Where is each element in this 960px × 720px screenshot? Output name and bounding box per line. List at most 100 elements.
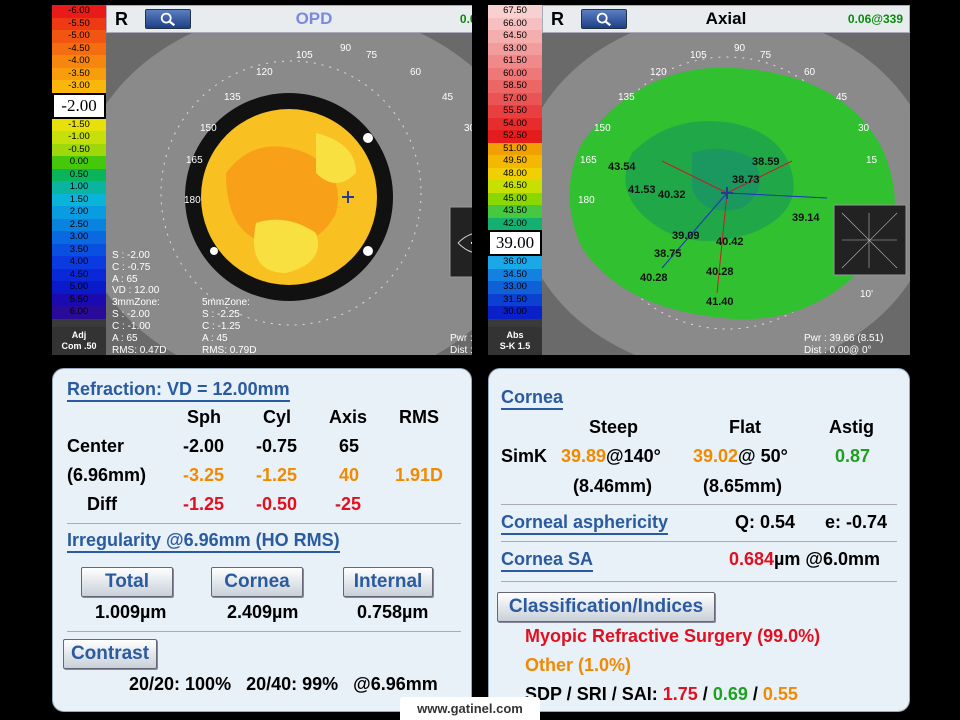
axis-label: 90 bbox=[734, 43, 746, 54]
scale-cell: 54.00 bbox=[488, 117, 542, 130]
map-value: 43.54 bbox=[608, 161, 636, 173]
scale-cell: -2.00 bbox=[52, 92, 106, 119]
magnifier-button[interactable] bbox=[581, 9, 627, 29]
axis-label: 45 bbox=[836, 92, 848, 103]
divider bbox=[501, 504, 897, 505]
internal-button[interactable]: Internal bbox=[343, 567, 433, 597]
e-value: e: -0.74 bbox=[825, 512, 888, 532]
opd-map[interactable]: 901051201351501651807560453015S : -2.00C… bbox=[106, 33, 472, 355]
scale-cell: 3.50 bbox=[52, 243, 106, 256]
internal-value: 0.758µm bbox=[357, 602, 429, 622]
zone5-line: S : -2.25 bbox=[202, 309, 240, 320]
footer-link[interactable]: www.gatinel.com bbox=[400, 697, 540, 720]
scale-cell: -5.50 bbox=[52, 17, 106, 30]
map-value: 40.28 bbox=[706, 266, 734, 278]
axial-map-graphic: 90 105 120 135 150 165 180 75 60 45 30 15 10' Pwr : 3… bbox=[542, 33, 910, 355]
zone3-line: A : 65 bbox=[112, 333, 138, 344]
zone5-line: 5mmZone: bbox=[202, 297, 250, 308]
pwr-readout: Pwr : -1.95 bbox=[450, 333, 472, 344]
scale-cell: 58.50 bbox=[488, 80, 542, 93]
pwr-readout: Pwr : 39.66 (8.51) bbox=[804, 333, 883, 344]
inset-label: 10' bbox=[860, 289, 873, 300]
scale-cell: 33.00 bbox=[488, 281, 542, 294]
indices-label: SDP / SRI / SAI: bbox=[525, 684, 658, 704]
axis-label: 75 bbox=[366, 50, 378, 61]
col-flat: Flat bbox=[729, 417, 762, 437]
contrast-button[interactable]: Contrast bbox=[63, 639, 157, 669]
sa-value: 0.684 bbox=[729, 549, 775, 569]
zone3-line: 3mmZone: bbox=[112, 297, 160, 308]
eye-label: R bbox=[115, 9, 128, 29]
indices-line: SDP / SRI / SAI: 1.75 / 0.69 / 0.55 bbox=[525, 684, 798, 705]
scale-foot-line: Adj bbox=[71, 330, 87, 340]
steep-value: 39.89 bbox=[561, 446, 607, 466]
axis-label: 135 bbox=[618, 92, 635, 103]
magnifier-button[interactable] bbox=[145, 9, 191, 29]
cornea-box: Cornea Steep Flat Astig SimK 39.89@140° … bbox=[488, 368, 910, 712]
scale-cell: 45.00 bbox=[488, 192, 542, 205]
scale-cell: 2.50 bbox=[52, 218, 106, 231]
asphericity-title: Corneal asphericity bbox=[501, 512, 669, 535]
axial-map[interactable]: 90 105 120 135 150 165 180 75 60 45 30 15 10' Pwr : 3… bbox=[542, 33, 910, 355]
header-value: 0.05@229 bbox=[459, 12, 472, 26]
scale-cell: 57.00 bbox=[488, 92, 542, 105]
col-steep: Steep bbox=[589, 417, 639, 437]
divider bbox=[501, 581, 897, 582]
sai-value: 0.55 bbox=[762, 684, 798, 704]
separator: / bbox=[752, 684, 758, 704]
classification-button[interactable]: Classification/Indices bbox=[497, 592, 715, 622]
opd-panel: -6.00 -5.50 -5.00 -4.50 -4.00 -3.50 -3.00 -2.00… bbox=[52, 5, 472, 355]
axis-label: 180 bbox=[184, 195, 201, 206]
sri-value: 0.69 bbox=[712, 684, 748, 704]
scale-cell: 49.50 bbox=[488, 155, 542, 168]
scale-cell: 43.50 bbox=[488, 205, 542, 218]
scale-cell: 2.00 bbox=[52, 206, 106, 219]
axis-label: 165 bbox=[580, 155, 597, 166]
diff-sph: -1.25 bbox=[183, 494, 225, 514]
zone-sph: -3.25 bbox=[183, 465, 225, 485]
astig-value: 0.87 bbox=[835, 446, 871, 466]
center-cyl: -0.75 bbox=[256, 436, 298, 456]
scale-cell: 46.50 bbox=[488, 180, 542, 193]
map-title: Axial bbox=[705, 9, 747, 28]
sa-title: Cornea SA bbox=[501, 549, 594, 572]
axis-label: 180 bbox=[578, 195, 595, 206]
diff-axis: -25 bbox=[335, 494, 362, 514]
row-label: (6.96mm) bbox=[67, 465, 147, 485]
flat-axis: @ 50° bbox=[738, 446, 788, 466]
zone5-line: RMS: 0.79D bbox=[202, 345, 256, 355]
sdp-value: 1.75 bbox=[662, 684, 698, 704]
total-button[interactable]: Total bbox=[81, 567, 173, 597]
eye-label: R bbox=[551, 9, 564, 29]
scale-cell: -3.00 bbox=[52, 80, 106, 93]
scale-foot-line: Com .50 bbox=[61, 341, 97, 351]
simk-label: SimK bbox=[501, 446, 548, 466]
scale-cell: 5.50 bbox=[52, 293, 106, 306]
axis-label: 60 bbox=[804, 67, 816, 78]
scale-cell: 34.50 bbox=[488, 268, 542, 281]
opd-header: R OPD 0.05@229 bbox=[106, 5, 472, 33]
scale-cell: 0.50 bbox=[52, 168, 106, 181]
scale-cell: 30.00 bbox=[488, 306, 542, 319]
axis-label: 135 bbox=[224, 92, 241, 103]
map-title: OPD bbox=[295, 9, 333, 28]
scale-cell: 51.00 bbox=[488, 142, 542, 155]
steep-mm: (8.46mm) bbox=[573, 476, 653, 496]
contrast-values: 20/20: 100% 20/40: 99% @6.96mm bbox=[129, 674, 438, 694]
cornea-button[interactable]: Cornea bbox=[211, 567, 303, 597]
simk-flat: 39.02@ 50° bbox=[693, 446, 788, 467]
axis-label: 120 bbox=[650, 67, 667, 78]
map-value: 39.09 bbox=[672, 230, 700, 242]
refraction-box: Refraction: VD = 12.00mm Sph Cyl Axis RM… bbox=[52, 368, 472, 712]
zone3-line: S : -2.00 bbox=[112, 309, 150, 320]
class-myopic: Myopic Refractive Surgery (99.0%) bbox=[525, 626, 821, 646]
zone-rms: 1.91D bbox=[395, 465, 444, 485]
map-value: 41.40 bbox=[706, 296, 734, 308]
scale-cell: 0.00 bbox=[52, 156, 106, 169]
stat-line: C : -0.75 bbox=[112, 262, 151, 273]
divider bbox=[501, 541, 897, 542]
map-value: 39.14 bbox=[792, 212, 820, 224]
axis-label: 150 bbox=[594, 123, 611, 134]
steep-axis: @140° bbox=[606, 446, 661, 466]
scale-cell: 4.50 bbox=[52, 268, 106, 281]
